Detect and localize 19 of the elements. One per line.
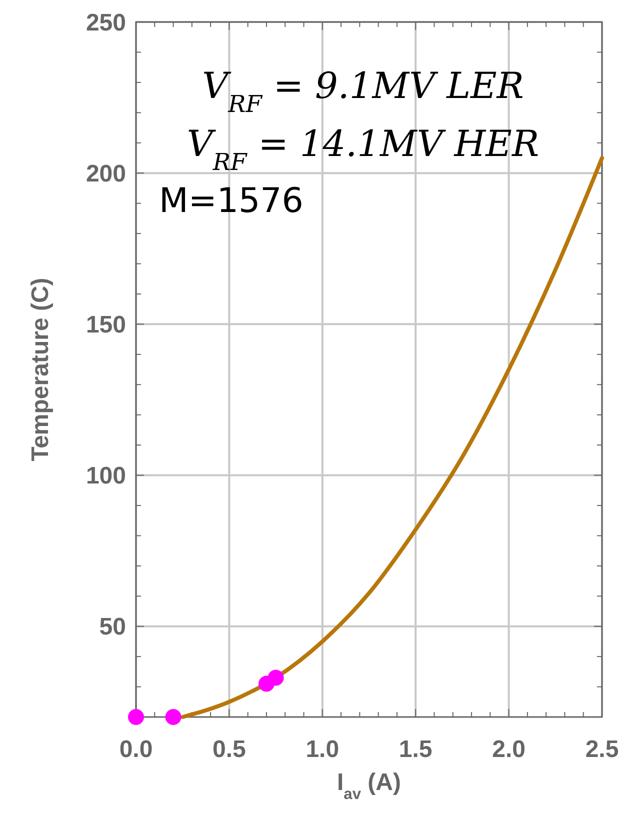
- point: [165, 709, 182, 725]
- x-tick-label: 2.5: [585, 736, 619, 763]
- x-tick-label: 1.0: [306, 736, 340, 763]
- point: [128, 709, 144, 725]
- y-tick-label: 100: [86, 462, 126, 490]
- x-tick-label: 1.5: [398, 736, 432, 763]
- x-tick-label: 0.0: [119, 736, 153, 763]
- annotation: V$_{RF}$ = 14.1MV HER: [186, 124, 540, 176]
- x-axis-title: I$_{av}$ (A): [336, 769, 402, 802]
- x-tick-label: 2.0: [492, 736, 526, 763]
- y-axis-title: Temperature (C): [27, 278, 54, 462]
- y-tick-label: 200: [86, 160, 126, 188]
- annotation: V$_{RF}$ = 9.1MV LER: [202, 66, 524, 118]
- y-tick-label: 50: [99, 614, 126, 641]
- x-tick-label: 0.5: [212, 736, 246, 763]
- y-tick-label: 250: [86, 9, 126, 36]
- annotation: M=1576: [159, 181, 304, 221]
- y-tick-label: 150: [86, 312, 126, 339]
- point: [268, 670, 284, 686]
